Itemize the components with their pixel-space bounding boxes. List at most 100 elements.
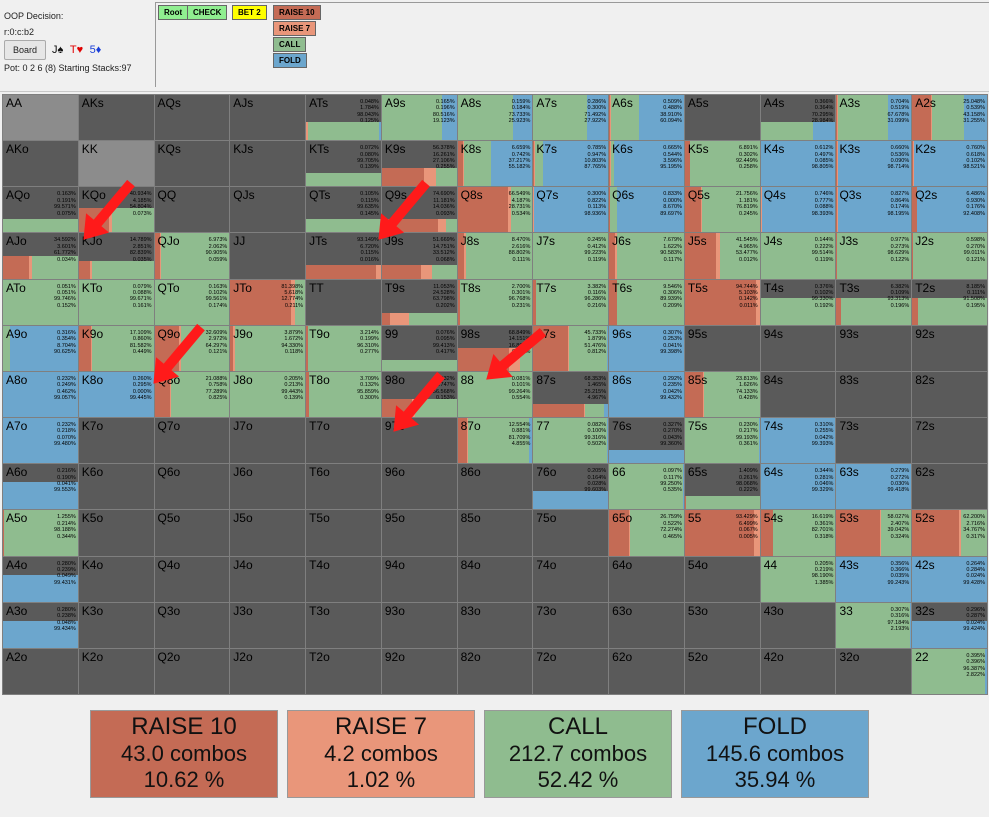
hand-cell[interactable]: Q6s 0.833% 0.000% 8.670% 89.697%	[608, 186, 685, 234]
hand-cell[interactable]: K3o	[77, 601, 155, 649]
hand-cell[interactable]: K7s 0.785% 0.947% 10.803% 87.765%	[532, 140, 610, 188]
hand-cell[interactable]: A3o 0.280% 0.238% 0.048% 99.434%	[2, 601, 79, 649]
hand-cell[interactable]: 93s	[835, 324, 913, 372]
hand-cell[interactable]: 98o40.532%2.747%56.568%0.153%	[380, 370, 458, 419]
hand-cell[interactable]: 85o	[456, 509, 534, 557]
hand-cell[interactable]: 66 0.097% 0.117% 99.250% 0.535%	[608, 463, 685, 511]
hand-cell[interactable]: 55 93.429% 6.499% 0.067% 0.005%	[683, 509, 761, 557]
hand-cell[interactable]: 76s 0.327% 0.270% 0.043% 99.360%	[608, 417, 685, 465]
hand-cell[interactable]: Q3o	[153, 601, 231, 649]
hand-cell[interactable]: A6o 0.216% 0.190% 0.041% 99.553%	[2, 463, 79, 511]
hand-cell[interactable]: 42o	[759, 647, 837, 695]
hand-cell[interactable]: K7o	[77, 417, 155, 465]
tree-call-button[interactable]: CALL	[273, 37, 307, 52]
hand-cell[interactable]: 43s 0.356% 0.366% 0.035% 99.243%	[835, 555, 913, 603]
hand-cell[interactable]: J2o	[229, 647, 307, 695]
hand-cell[interactable]: K4s 0.612% 0.497% 0.085% 98.805%	[759, 140, 837, 188]
hand-cell[interactable]: J7o	[229, 417, 307, 465]
hand-cell[interactable]: 73o	[532, 601, 610, 649]
hand-cell[interactable]: 74s 0.310% 0.255% 0.042% 99.393%	[759, 417, 837, 465]
hand-cell[interactable]: 54o	[683, 555, 761, 603]
hand-cell[interactable]: A2s 25.048% 0.539% 43.158% 31.255%	[911, 94, 988, 142]
tree-bet-2-button[interactable]: BET 2	[232, 5, 267, 20]
hand-cell[interactable]: 92o	[380, 647, 458, 695]
hand-cell[interactable]: 52s 62.200% 2.716% 34.767% 0.317%	[911, 509, 988, 557]
hand-cell[interactable]: K8s 6.659% 0.742% 37.217% 55.182%	[456, 140, 534, 188]
hand-cell[interactable]: A8o 0.232% 0.249% 0.462% 99.057%	[2, 370, 79, 419]
hand-cell[interactable]: KK	[77, 140, 155, 188]
hand-cell[interactable]: Q8s 66.549% 4.187% 28.731% 0.534%	[456, 186, 534, 234]
hand-cell[interactable]: 65s 1.409% 0.261% 98.068% 0.222%	[683, 463, 761, 511]
hand-cell[interactable]: T6s 9.546% 0.306% 89.939% 0.209%	[608, 278, 685, 326]
hand-cell[interactable]: T9o 3.214% 0.199% 96.310% 0.277%	[305, 324, 382, 372]
hand-cell[interactable]: 97s 45.733% 1.879% 51.476% 0.812%	[532, 324, 610, 372]
hand-cell[interactable]: 63o	[608, 601, 685, 649]
hand-cell[interactable]: J7s 0.245% 0.412% 99.223% 0.119%	[532, 232, 610, 280]
hand-cell[interactable]: 44 0.205% 0.219% 98.190% 1.385%	[759, 555, 837, 603]
hand-cell[interactable]: 83s	[835, 370, 913, 419]
hand-cell[interactable]: K5s 6.891% 0.302% 92.449% 0.258%	[683, 140, 761, 188]
hand-cell[interactable]: AQs	[153, 94, 231, 142]
hand-cell[interactable]: JTs 93.149% 6.720% 0.115% 0.016%	[305, 232, 382, 280]
hand-cell[interactable]: T4s 0.376% 0.102% 99.330% 0.192%	[759, 278, 837, 326]
hand-cell[interactable]: 32s 0.296% 0.287% 0.024% 99.424%	[911, 601, 988, 649]
hand-cell[interactable]: QTo 0.163% 0.102% 99.561% 0.174%	[153, 278, 231, 326]
hand-cell[interactable]: K3s 0.660% 0.536% 0.090% 98.714%	[835, 140, 913, 188]
hand-cell[interactable]: 33 0.307% 0.316% 97.184% 2.193%	[835, 601, 913, 649]
tree-check-button[interactable]: CHECK	[187, 5, 228, 20]
hand-cell[interactable]: AKo	[2, 140, 79, 188]
hand-cell[interactable]: JJ	[229, 232, 307, 280]
hand-cell[interactable]: 62s	[911, 463, 988, 511]
hand-cell[interactable]: KQs	[153, 140, 231, 188]
hand-cell[interactable]: J6o	[229, 463, 307, 511]
hand-cell[interactable]: J8o 0.205% 0.213% 99.443% 0.139%	[229, 370, 307, 419]
hand-cell[interactable]: 65o 26.759% 0.522% 72.274% 0.465%	[608, 509, 685, 557]
tree-root-button[interactable]: Root	[158, 5, 189, 20]
hand-cell[interactable]: T3o	[305, 601, 382, 649]
hand-cell[interactable]: T8s 2.700% 0.301% 96.768% 0.231%	[456, 278, 534, 326]
hand-cell[interactable]: 52o	[683, 647, 761, 695]
hand-cell[interactable]: 43o	[759, 601, 837, 649]
hand-cell[interactable]: AA	[2, 94, 79, 142]
hand-cell[interactable]: T2s 8.185% 0.111% 91.508% 0.195%	[911, 278, 988, 326]
hand-cell[interactable]: AKs	[77, 94, 155, 142]
hand-cell[interactable]: ATo 0.051% 0.051% 99.746% 0.152%	[2, 278, 79, 326]
hand-cell[interactable]: 72o	[532, 647, 610, 695]
hand-cell[interactable]: 63s 0.279% 0.272% 0.030% 99.418%	[835, 463, 913, 511]
hand-cell[interactable]: KJs	[229, 140, 307, 188]
hand-cell[interactable]: QQ	[153, 186, 231, 234]
hand-cell[interactable]: 42s 0.264% 0.284% 0.024% 99.428%	[911, 555, 988, 603]
hand-cell[interactable]: J5o	[229, 509, 307, 557]
hand-cell[interactable]: J4o	[229, 555, 307, 603]
hand-cell[interactable]: Q4o	[153, 555, 231, 603]
hand-cell[interactable]: T9s 11.053% 24.528% 63.798% 0.202%	[380, 278, 458, 326]
hand-cell[interactable]: 95s	[683, 324, 761, 372]
hand-cell[interactable]: JTo 81.398% 5.618% 12.774% 0.211%	[229, 278, 307, 326]
hand-cell[interactable]: TT	[305, 278, 382, 326]
hand-cell[interactable]: A9s 0.165% 0.196% 80.516% 19.123%	[380, 94, 458, 142]
hand-cell[interactable]: T2o	[305, 647, 382, 695]
hand-cell[interactable]: Q4s 0.746% 0.777% 0.088% 98.393%	[759, 186, 837, 234]
hand-cell[interactable]: T4o	[305, 555, 382, 603]
tree-raise-10-button[interactable]: RAISE 10	[273, 5, 321, 20]
tree-raise-7-button[interactable]: RAISE 7	[273, 21, 317, 36]
hand-cell[interactable]: T5s 94.744% 5.103% 0.142% 0.011%	[683, 278, 761, 326]
hand-cell[interactable]: 94o	[380, 555, 458, 603]
hand-cell[interactable]: A4o 0.280% 0.239% 0.049% 99.431%	[2, 555, 79, 603]
hand-cell[interactable]: 84s	[759, 370, 837, 419]
hand-cell[interactable]: A2o	[2, 647, 79, 695]
hand-cell[interactable]: J8s 8.470% 2.616% 88.802% 0.111%	[456, 232, 534, 280]
hand-cell[interactable]: T7o	[305, 417, 382, 465]
hand-cell[interactable]: A3s 0.704% 0.519% 67.678% 31.099%	[835, 94, 913, 142]
hand-cell[interactable]: T7s 3.382% 0.116% 96.286% 0.216%	[532, 278, 610, 326]
hand-cell[interactable]: 72s	[911, 417, 988, 465]
hand-cell[interactable]: AJo 34.592% 3.601% 61.772% 0.034%	[2, 232, 79, 280]
hand-cell[interactable]: KTo 0.079% 0.088% 99.671% 0.161%	[77, 278, 155, 326]
hand-cell[interactable]: J3o	[229, 601, 307, 649]
hand-cell[interactable]: 92s	[911, 324, 988, 372]
hand-cell[interactable]: A9o 0.316% 0.354% 8.704% 90.625%	[2, 324, 79, 372]
hand-cell[interactable]: K2o	[77, 647, 155, 695]
hand-cell[interactable]: 64o	[608, 555, 685, 603]
hand-cell[interactable]: Q3s 0.827% 0.864% 0.174% 98.195%	[835, 186, 913, 234]
hand-cell[interactable]: 86o	[456, 463, 534, 511]
